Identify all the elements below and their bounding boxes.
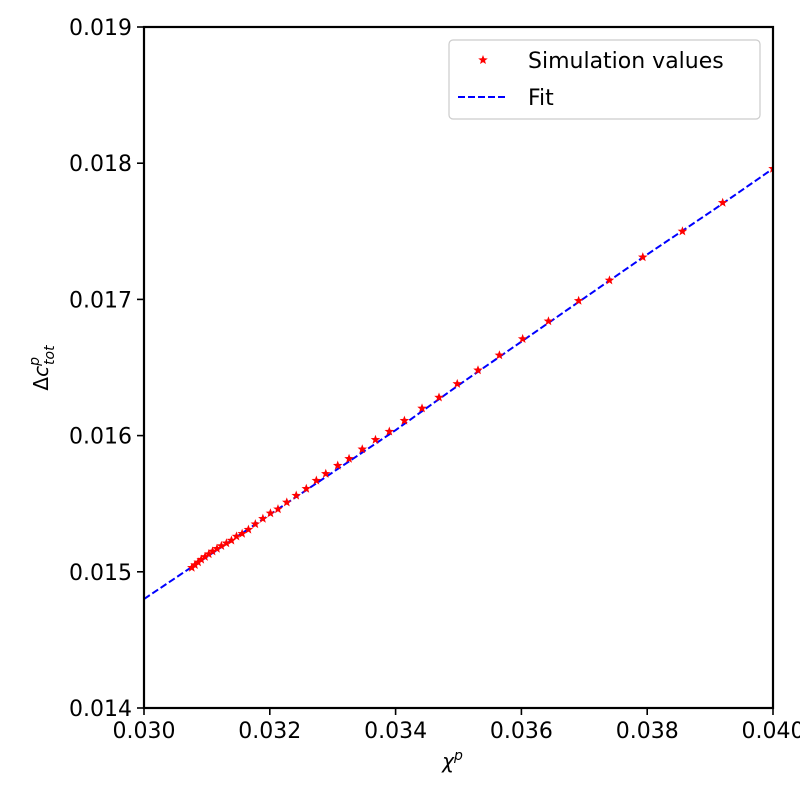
simulation-point: [212, 543, 222, 553]
simulation-point: [717, 197, 728, 207]
legend: Simulation values Fit: [448, 39, 761, 120]
simulation-point: [677, 226, 688, 236]
legend-label-simulation: Simulation values: [528, 49, 724, 74]
y-tick-label: 0.017: [69, 288, 132, 313]
simulation-point: [452, 378, 462, 388]
x-tick-label: 0.036: [490, 719, 553, 744]
simulation-point: [301, 483, 312, 493]
simulation-point: [321, 468, 331, 478]
simulation-point: [434, 392, 444, 402]
legend-star-marker: [478, 55, 488, 65]
simulation-point: [193, 557, 203, 567]
simulation-point: [417, 403, 427, 413]
legend-label-fit: Fit: [528, 86, 554, 111]
y-tick-label: 0.018: [69, 152, 132, 177]
simulation-point: [204, 549, 214, 559]
simulation-point: [543, 316, 554, 326]
simulation-point: [384, 426, 395, 436]
simulation-point: [473, 365, 483, 375]
plot-marks: [144, 163, 773, 600]
axes: 0.030 0.032 0.034 0.036 0.038 0.040 0.014 0.015…: [27, 16, 800, 773]
simulation-point: [399, 415, 410, 425]
simulation-point: [768, 163, 773, 173]
simulation-point: [604, 275, 615, 285]
svg-text:Δcptot: Δcptot: [27, 345, 58, 391]
simulation-point: [226, 535, 237, 545]
x-tick-label: 0.032: [238, 719, 301, 744]
y-tick-label: 0.015: [69, 561, 132, 586]
simulation-point: [517, 333, 528, 343]
x-axis-label: χp: [441, 748, 463, 773]
x-tick-label: 0.040: [742, 719, 800, 744]
simulation-point: [282, 497, 292, 507]
x-tick-label: 0.034: [364, 719, 427, 744]
simulation-point: [231, 531, 242, 541]
simulation-point: [200, 551, 210, 561]
x-tick-label: 0.038: [616, 719, 679, 744]
x-tick-label: 0.030: [113, 719, 176, 744]
y-tick-label: 0.016: [69, 425, 132, 450]
y-tick-label: 0.014: [69, 697, 132, 722]
simulation-point: [237, 528, 247, 538]
simulation-point: [250, 519, 261, 529]
plot-frame: [142, 25, 775, 710]
simulation-point: [332, 460, 343, 470]
y-tick-label: 0.019: [69, 16, 132, 41]
simulation-point: [311, 475, 322, 485]
simulation-point: [638, 252, 648, 262]
simulation-point: [573, 295, 584, 305]
simulation-point: [291, 490, 301, 500]
simulation-point: [187, 562, 197, 572]
simulation-point: [344, 453, 354, 463]
simulation-point: [207, 546, 218, 556]
simulation-point: [196, 554, 206, 564]
simulation-point: [273, 504, 283, 514]
simulation-point: [357, 444, 368, 454]
simulation-point: [190, 559, 200, 570]
legend-box: [448, 39, 761, 120]
simulation-point: [265, 508, 276, 518]
simulation-point: [243, 524, 254, 534]
simulation-point: [370, 434, 381, 444]
y-axis-label: Δcptot: [27, 345, 58, 391]
simulation-point: [216, 540, 227, 550]
simulation-point: [258, 513, 268, 523]
simulation-point: [221, 538, 232, 548]
simulation-point: [494, 350, 505, 360]
